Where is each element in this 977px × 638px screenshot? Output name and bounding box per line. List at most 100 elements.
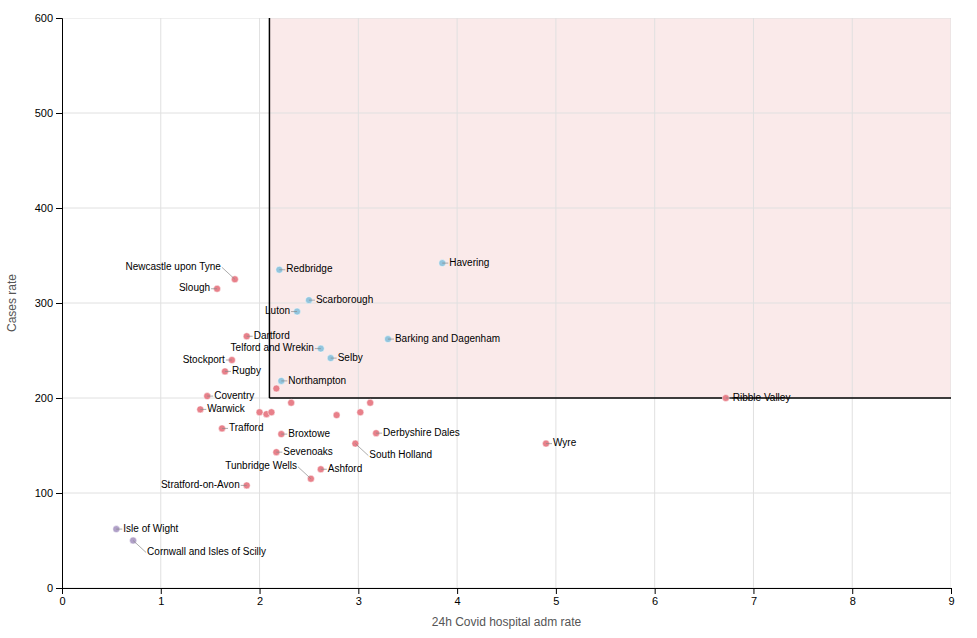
point-labels: Havering Redbridge Scarborough Luton Barking… — [123, 257, 790, 557]
tick: 2 — [257, 588, 263, 607]
tick-label: 500 — [35, 107, 53, 119]
point-label: Sevenoaks — [283, 446, 332, 457]
point-label: Warwick — [207, 403, 245, 414]
leader-line — [726, 398, 732, 399]
leader-line — [241, 485, 247, 486]
tick-mark — [161, 588, 162, 594]
tick: 300 — [35, 297, 62, 309]
leader-line — [388, 339, 394, 340]
leader-line — [291, 311, 297, 312]
tick: 1 — [158, 588, 164, 607]
tick-mark — [753, 588, 754, 594]
tick-mark — [260, 588, 261, 594]
y-axis-title: Cases rate — [5, 274, 19, 332]
point-label: Havering — [449, 257, 489, 268]
tick-label: 8 — [850, 595, 856, 607]
region-border — [269, 397, 951, 399]
point-label: Stratford-on-Avon — [161, 479, 240, 490]
leader-line — [276, 452, 282, 453]
leader-line — [211, 288, 217, 289]
point-label: Ashford — [328, 463, 362, 474]
point-label: Barking and Dagenham — [395, 333, 500, 344]
point-label: Broxtowe — [288, 428, 330, 439]
tick-mark — [56, 303, 62, 304]
point — [357, 409, 364, 416]
plot: 0 1 2 3 4 5 6 7 8 9 0 100 200 300 400 500 600 Havering Red… — [35, 12, 955, 607]
leader-line — [309, 300, 315, 301]
annotations: Havering Redbridge Scarborough Luton Barking… — [116, 257, 790, 557]
leader-line — [133, 541, 146, 553]
tick: 600 — [35, 12, 62, 24]
tick: 5 — [553, 588, 559, 607]
point-label: Scarborough — [316, 294, 373, 305]
tick-mark — [556, 588, 557, 594]
tick-label: 7 — [751, 595, 757, 607]
tick: 9 — [948, 588, 954, 607]
point-label: Redbridge — [286, 263, 333, 274]
leader-lines — [116, 263, 731, 552]
tick: 6 — [652, 588, 658, 607]
tick-label: 400 — [35, 202, 53, 214]
point — [268, 409, 275, 416]
tick-mark — [852, 588, 853, 594]
leader-line — [442, 263, 448, 264]
leader-line — [546, 443, 552, 444]
leader-line — [376, 433, 382, 434]
point-label: Luton — [265, 305, 290, 316]
grid-line — [62, 113, 951, 114]
tick-label: 4 — [455, 595, 461, 607]
tick: 200 — [35, 392, 62, 404]
tick: 7 — [751, 588, 757, 607]
tick-mark — [56, 113, 62, 114]
point-label: Newcastle upon Tyne — [125, 261, 221, 272]
point-label: Tunbridge Wells — [225, 460, 297, 471]
leader-line — [247, 336, 253, 337]
tick-mark — [56, 208, 62, 209]
point-label: Slough — [179, 282, 210, 293]
point-label: Stockport — [183, 354, 225, 365]
tick: 3 — [356, 588, 362, 607]
leader-line — [315, 348, 321, 349]
tick: 400 — [35, 202, 62, 214]
leader-line — [331, 358, 337, 359]
leader-line — [279, 269, 285, 270]
grid-line — [62, 588, 951, 589]
region-border — [269, 18, 271, 398]
tick-mark — [358, 588, 359, 594]
tick-label: 3 — [356, 595, 362, 607]
grid-line — [62, 208, 951, 209]
leader-line — [116, 529, 122, 530]
point — [256, 409, 263, 416]
tick: 0 — [59, 588, 65, 607]
grid — [62, 18, 951, 588]
leader-line — [222, 267, 235, 279]
leader-line — [281, 380, 287, 381]
tick-label: 0 — [47, 582, 53, 594]
tick-mark — [655, 588, 656, 594]
grid-line — [62, 398, 951, 399]
grid-line — [62, 18, 951, 19]
tick-label: 1 — [158, 595, 164, 607]
point-label: South Holland — [369, 449, 432, 460]
point-label: Wyre — [553, 437, 577, 448]
grid-line — [62, 303, 951, 304]
point-label: Ribble Valley — [733, 392, 791, 403]
tick-mark — [56, 398, 62, 399]
tick-label: 0 — [59, 595, 65, 607]
tick-mark — [56, 493, 62, 494]
tick-label: 5 — [553, 595, 559, 607]
leader-line — [281, 434, 287, 435]
point — [333, 412, 340, 419]
x-axis: 0 1 2 3 4 5 6 7 8 9 — [59, 588, 954, 607]
point-label: Dartford — [254, 330, 290, 341]
point — [288, 399, 295, 406]
tick: 100 — [35, 487, 62, 499]
tick-label: 6 — [652, 595, 658, 607]
tick-label: 300 — [35, 297, 53, 309]
chart-container: 0 1 2 3 4 5 6 7 8 9 0 100 200 300 400 500 600 Havering Red… — [0, 0, 977, 638]
tick-label: 100 — [35, 487, 53, 499]
point-label: Derbyshire Dales — [383, 427, 460, 438]
tick: 8 — [850, 588, 856, 607]
tick-mark — [951, 588, 952, 594]
point-label: Rugby — [232, 365, 261, 376]
